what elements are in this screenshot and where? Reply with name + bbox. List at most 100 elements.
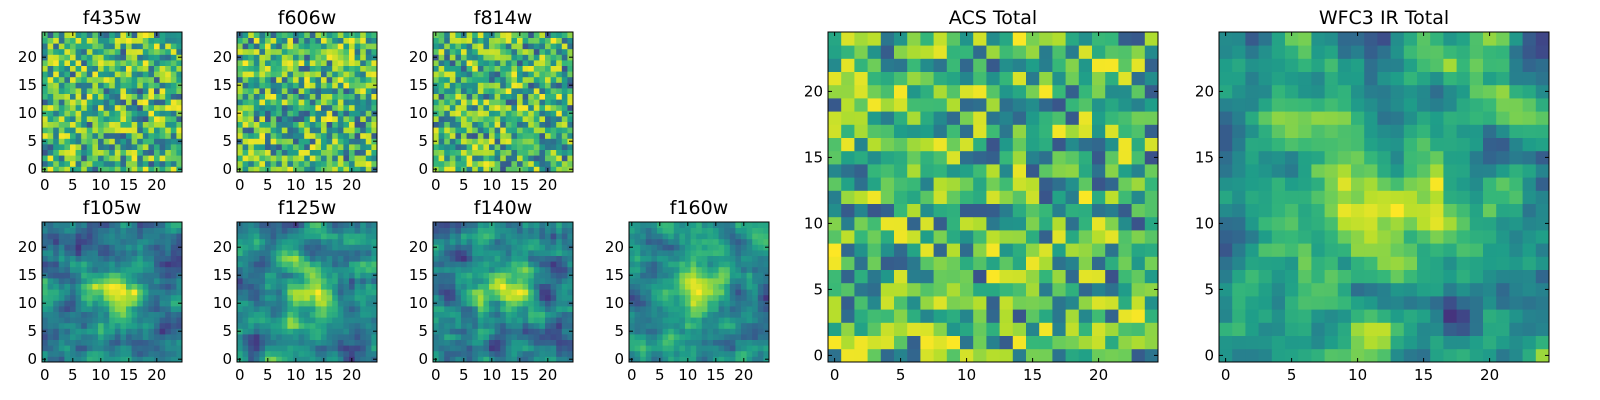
heatmap-cell — [53, 127, 60, 134]
heatmap-cell — [64, 345, 71, 352]
heatmap-cell — [729, 233, 736, 240]
heatmap-cell — [371, 76, 378, 83]
heatmap-cell — [349, 250, 355, 256]
heatmap-cell — [270, 149, 277, 156]
heatmap-cell — [550, 160, 557, 167]
heatmap-cell — [483, 88, 490, 94]
heatmap-cell — [673, 227, 680, 234]
heatmap-cell — [472, 272, 479, 279]
heatmap-cell — [483, 116, 490, 122]
heatmap-cell — [472, 71, 479, 78]
heatmap-cell — [58, 238, 65, 245]
heatmap-cell — [707, 289, 714, 296]
heatmap-cell — [500, 65, 507, 72]
heatmap-cell — [494, 300, 501, 307]
heatmap-cell — [763, 339, 770, 346]
heatmap-cell — [999, 256, 1014, 270]
heatmap-cell — [92, 37, 99, 44]
heatmap-cell — [477, 272, 484, 279]
heatmap-cell — [75, 272, 82, 279]
heatmap-cell — [735, 322, 742, 329]
heatmap-cell — [729, 283, 736, 290]
heatmap-cell — [349, 238, 355, 245]
heatmap-cell — [894, 348, 908, 363]
heatmap-cell — [276, 76, 283, 83]
heatmap-cell — [528, 127, 535, 134]
heatmap-cell — [880, 348, 895, 363]
heatmap-cell — [103, 322, 110, 329]
heatmap-cell — [287, 132, 294, 139]
heatmap-cell — [248, 110, 255, 117]
heatmap-cell — [735, 306, 742, 312]
heatmap-cell — [477, 334, 484, 340]
heatmap-cell — [466, 222, 473, 228]
heatmap-cell — [287, 121, 294, 128]
heatmap-cell — [933, 256, 948, 270]
heatmap-cell — [131, 266, 138, 273]
heatmap-cell — [651, 238, 658, 245]
heatmap-cell — [137, 266, 144, 273]
heatmap-cell — [920, 322, 934, 336]
heatmap-cell — [64, 65, 71, 72]
heatmap-cell — [42, 294, 48, 301]
heatmap-cell — [259, 227, 266, 234]
heatmap-cell — [556, 54, 563, 61]
heatmap-cell — [281, 121, 288, 128]
x-tick-label: 0 — [40, 176, 50, 194]
heatmap-cell — [986, 282, 1000, 297]
heatmap-cell — [126, 227, 132, 234]
heatmap-cell — [494, 328, 501, 335]
heatmap-cell — [114, 244, 121, 251]
heatmap-cell — [528, 250, 535, 256]
heatmap-cell — [511, 155, 518, 162]
heatmap-cell — [724, 261, 731, 268]
heatmap-cell — [718, 300, 725, 307]
heatmap-cell — [114, 317, 121, 324]
heatmap-cell — [505, 60, 512, 66]
heatmap-cell — [53, 166, 60, 173]
heatmap-cell — [70, 60, 76, 66]
heatmap-cell — [673, 350, 680, 357]
heatmap-cell — [276, 250, 283, 256]
heatmap-cell — [483, 266, 490, 273]
heatmap-cell — [757, 272, 764, 279]
heatmap-cell — [433, 48, 439, 55]
heatmap-cell — [477, 149, 484, 156]
heatmap-cell — [489, 311, 495, 318]
heatmap-cell — [75, 238, 82, 245]
heatmap-cell — [276, 43, 283, 50]
heatmap-cell — [640, 334, 647, 340]
heatmap-cell — [933, 322, 948, 336]
heatmap-cell — [120, 300, 127, 307]
heatmap-cell — [343, 132, 350, 139]
heatmap-cell — [545, 334, 551, 340]
heatmap-cell — [1039, 230, 1053, 244]
heatmap-cell — [556, 60, 563, 66]
heatmap-cell — [690, 238, 697, 245]
heatmap-cell — [651, 311, 658, 318]
heatmap-cell — [248, 289, 255, 296]
heatmap-cell — [276, 266, 283, 273]
heatmap-cell — [466, 317, 473, 324]
heatmap-cell — [64, 289, 71, 296]
heatmap-cell — [466, 283, 473, 290]
heatmap-cell — [1039, 309, 1053, 323]
heatmap-cell — [92, 43, 99, 50]
heatmap-cell — [645, 278, 652, 284]
heatmap-cell — [679, 250, 686, 256]
heatmap-cell — [365, 300, 372, 307]
heatmap-cell — [75, 65, 82, 72]
heatmap-cell — [461, 328, 467, 335]
heatmap-cell — [259, 294, 266, 301]
heatmap-cell — [444, 93, 451, 100]
heatmap-cell — [242, 93, 249, 100]
heatmap-cell — [550, 238, 557, 245]
heatmap-cell — [114, 104, 121, 111]
heatmap-cell — [148, 289, 155, 296]
heatmap-cell — [270, 76, 277, 83]
heatmap-cell — [259, 48, 266, 55]
heatmap-cell — [629, 278, 635, 284]
heatmap-cell — [444, 294, 451, 301]
heatmap-cell — [657, 272, 663, 279]
heatmap-cell — [332, 132, 339, 139]
